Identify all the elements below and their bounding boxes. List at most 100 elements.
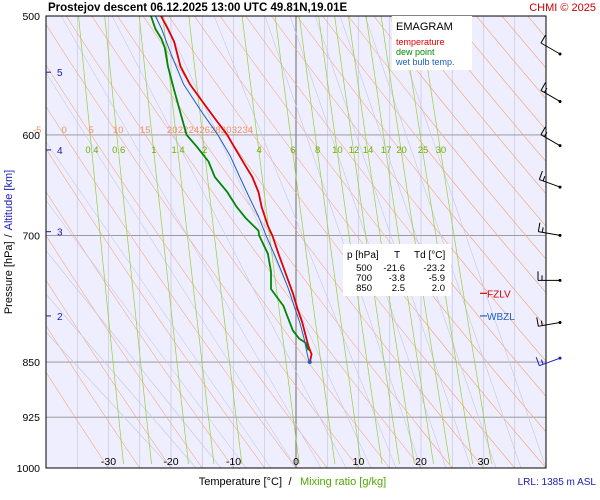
pressure-tick-label: 850 [22,357,40,369]
mixing-ratio-label: 4 [257,145,262,156]
wind-barb-station [558,278,562,282]
moist-adiabat-line [46,141,272,468]
mixing-ratio-line [138,16,189,465]
mixing-ratio-label: 20 [396,145,407,156]
series-line-temperature [160,15,313,363]
dry-adiabat-line [117,16,453,468]
mixing-ratio-label: 30 [436,145,447,156]
mixing-ratio-label: 10 [332,145,343,156]
x-tick-label: -20 [163,456,178,468]
legend-item-wet-bulb: wet bulb temp. [395,57,455,67]
x-tick-label: 30 [478,456,490,468]
wind-barb-station [558,99,562,103]
mixing-ratio-line [318,16,383,465]
mixing-ratio-label: 25 [418,145,429,156]
moist-adiabat-line [264,16,422,468]
wind-barb-flag [543,132,548,137]
mixing-ratio-line [162,16,215,465]
dry-adiabat-label: 0 [62,125,67,136]
grid-layer: 0.4 0.6 1 1.4 2 4 6 8 10 12 14 17 20 25 30-5 0 5 10 15 20 22… [33,16,586,468]
mixing-ratio-label: 17 [381,145,392,156]
dry-adiabat-line [168,16,515,468]
info-table-background [343,244,451,296]
mixing-ratio-line [241,16,300,465]
info-table-cell: -5.9 [429,273,445,284]
wind-barb [540,126,562,148]
mixing-ratio-label: 1.4 [171,145,184,156]
dry-adiabat-line [245,16,546,397]
x-axis-separator: / [288,476,292,488]
y-axis-title: Pressure [hPa] / Altitude [km] [3,170,15,314]
info-table: p [hPa] T Td [°C] 500 -21.6 -23.2 700 -3… [343,244,451,296]
moist-adiabat-line [46,250,222,468]
wind-barb-flag [543,87,548,93]
mixing-ratio-line [298,16,362,465]
mixing-ratio-label: 0.6 [112,145,125,156]
mixing-ratio-label: 8 [315,145,320,156]
info-table-cell: -23.2 [423,263,445,274]
mixing-ratio-line [348,16,415,465]
moist-adiabat-line [364,16,522,468]
moist-adiabat-line [46,331,172,468]
moist-adiabat-line [111,16,347,468]
pressure-tick-label: 925 [22,412,40,424]
dry-adiabat-line [579,16,586,24]
dry-adiabat-line [450,16,546,131]
x-axis-title: Temperature [°C] / Mixing ratio [g/kg] [199,476,386,488]
info-table-header-td: Td [°C] [414,250,445,261]
wind-barb-shaft [540,42,561,55]
y-axis-label-altitude: Altitude [km] [3,170,15,231]
wind-barb-shaft [540,134,561,147]
pressure-tick-label: 600 [22,130,40,142]
chart-title: Prostejov descent 06.12.2025 13:00 UTC 4… [48,2,348,14]
legend-background [392,16,472,70]
dry-adiabat-label: 34 [243,125,254,136]
mixing-ratio-line [419,16,492,465]
legend-title: EMAGRAM [396,21,453,33]
dry-adiabat-line [46,371,109,468]
legend-item-dew-point: dew point [396,47,435,57]
moist-adiabat-line [339,16,497,468]
wind-barb [536,317,562,327]
wind-barb-flag [540,359,544,365]
wind-barb-flag [540,34,546,44]
wind-barb [540,82,562,103]
dry-adiabat-label: 5 [89,125,94,136]
wind-barb [535,356,562,367]
moist-adiabat-line [314,16,472,468]
wind-barb-station [558,144,562,148]
profile-layer [150,15,313,365]
info-table-cell: -3.8 [389,273,405,284]
x-tick-label: 0 [293,456,299,468]
dry-adiabat-line [322,16,546,294]
lrl-label: LRL: 1385 m ASL [518,477,597,488]
dry-adiabat-label: 10 [113,125,124,136]
info-table-cell: 700 [356,273,372,284]
wind-barb [537,222,562,237]
dry-adiabat-label: 24 [189,125,200,136]
mixing-ratio-label: 2 [202,145,207,156]
moist-adiabat-line [46,199,247,468]
wind-barb-station [558,52,562,56]
dry-adiabat-label: -5 [33,125,41,136]
mixing-ratio-line [78,16,124,465]
mixing-ratio-label: 1 [151,145,156,156]
info-table-cell: 500 [356,263,372,274]
info-table-header-p: p [hPa] [347,250,379,261]
pressure-tick-label: 1000 [17,463,41,475]
wind-barb-flag [540,126,546,135]
wind-barb-flag [536,317,539,327]
dry-adiabat-line [271,16,546,362]
dry-adiabat-line [46,279,172,468]
moist-adiabat-line [389,16,546,468]
wind-barb-flag [540,320,543,326]
y-axis-label-pressure: Pressure [hPa] [3,241,15,314]
mixing-ratio-line [334,16,400,465]
mixing-ratio-line [401,16,474,465]
dry-adiabat-label: 20 [167,125,178,136]
series-line-wet-bulb-temp [154,15,310,363]
dry-adiabat-label: 30 [221,125,232,136]
dry-adiabat-line [501,16,546,69]
y-axis-separator: / [3,233,15,237]
info-table-cell: -21.6 [383,263,405,274]
